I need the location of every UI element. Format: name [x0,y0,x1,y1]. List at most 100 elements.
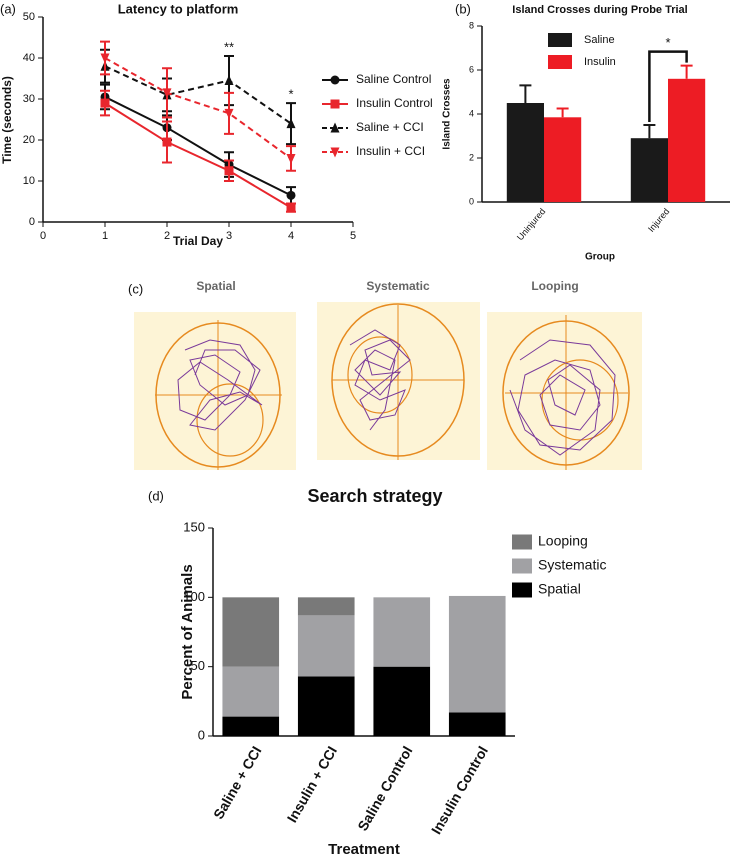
image-title: Systematic [366,279,430,293]
legend-swatch [512,558,532,574]
bar [544,117,582,202]
y-tick-label: 150 [183,519,205,534]
legend-label: Looping [538,533,588,549]
marker [286,190,296,200]
series-line [104,102,292,209]
marker [162,137,172,147]
legend-label: Insulin [584,56,616,68]
bar [373,597,431,667]
x-tick-label: 1 [102,230,108,242]
pool-image [317,302,480,460]
legend-label: Systematic [538,557,606,573]
y-tick-label: 0 [29,216,35,228]
marker [224,75,234,86]
legend-label: Saline Control [356,72,431,86]
legend-marker [330,147,340,158]
bar [222,666,280,717]
marker [224,166,234,176]
swim-path-images: Spatial Systematic Looping [134,279,642,470]
y-tick-label: 2 [469,152,474,162]
legend-swatch [548,33,572,47]
bar [448,595,506,713]
error-bar [643,124,656,139]
legend-label: Saline [584,34,615,46]
y-tick-label: 20 [23,134,35,146]
series-line [104,96,292,197]
y-axis-label: Island Crosses [442,78,453,150]
legend-label: Insulin + CCI [356,144,425,158]
y-tick-label: 0 [469,196,474,206]
marker [286,118,296,129]
legend-marker [330,122,340,133]
marker [100,98,110,108]
bar [222,716,280,736]
y-tick-label: 50 [191,658,205,673]
x-tick-label: 4 [288,230,294,242]
y-tick-label: 8 [469,20,474,30]
x-tick-label: Insulin + CCI [284,743,340,825]
legend-label: Saline + CCI [356,120,424,134]
significance-bracket [648,50,688,122]
error-bar [556,107,569,118]
legend-label: Spatial [538,581,581,597]
bar [373,666,431,736]
annotation: * [288,87,293,102]
x-tick-label: Insulin Control [428,743,491,837]
chart-title: Island Crosses during Probe Trial [512,4,687,16]
y-tick-label: 100 [183,589,205,604]
legend-swatch [512,534,532,550]
y-tick-label: 10 [23,175,35,187]
marker [224,108,234,119]
x-axis-label: Group [585,252,615,263]
y-axis-label: Time (seconds) [0,76,14,164]
x-axis-label: Trial Day [173,234,223,248]
x-tick-label: Injured [646,206,671,234]
bar [297,676,355,736]
x-tick-label: 5 [350,230,356,242]
marker [162,88,172,99]
chart-title: Search strategy [307,486,442,506]
bar [222,597,280,667]
image-title: Looping [531,279,578,293]
series-line [104,65,292,125]
x-tick-label: 3 [226,230,232,242]
y-tick-label: 30 [23,93,35,105]
error-bar [680,64,693,79]
image-title: Spatial [196,279,235,293]
y-axis-label: Percent of Animals [179,564,196,699]
x-tick-label: 2 [164,230,170,242]
legend-label: Insulin Control [356,96,433,110]
legend-swatch [548,55,572,69]
series-line [104,57,292,160]
marker [286,203,296,213]
legend-marker [330,99,340,109]
y-tick-label: 4 [469,108,474,118]
legend-swatch [512,582,532,598]
legend-marker [330,75,340,85]
panel-label: (b) [455,1,471,16]
y-tick-label: 50 [23,11,35,23]
panel-label: (c) [128,281,143,296]
bar [506,103,544,202]
x-tick-label: Saline Control [354,743,415,833]
bar [297,597,355,616]
panel-label: (d) [148,488,164,503]
bar [448,712,506,736]
x-axis-label: Treatment [328,841,400,858]
marker [286,153,296,164]
panel-label: (a) [0,1,16,16]
marker [100,53,110,64]
error-bar [519,84,532,103]
annotation: * [665,35,670,50]
y-tick-label: 0 [198,727,205,742]
pool-image [487,312,642,470]
bar [297,615,355,677]
x-tick-label: Saline + CCI [210,743,265,821]
annotation: ** [224,39,234,54]
y-tick-label: 40 [23,52,35,64]
chart-title: Latency to platform [118,1,239,16]
x-tick-label: 0 [40,230,46,242]
pool-image [134,312,296,470]
bar [668,78,706,202]
